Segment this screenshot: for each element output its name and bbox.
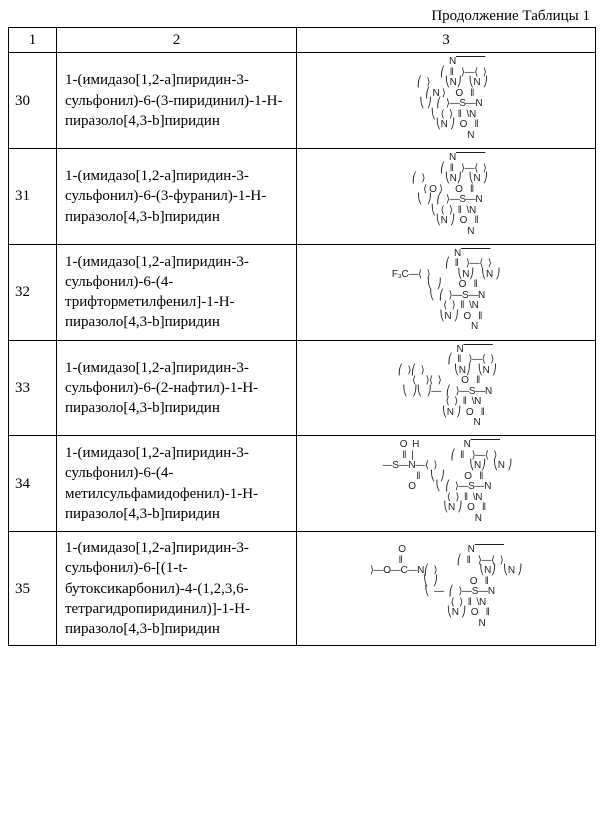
structure-diagram: O N⎺⎺⎺ ‖ ⎛ ‖ ⟩—⟨ ⟩ ⟩—O—C—N⎛ ⟩ ⎝N⎠ ⎝N ⎠ ⎝… — [370, 545, 522, 629]
table-row: 35 1-(имидазо[1,2-а]пиридин-3-сульфонил)… — [9, 532, 596, 646]
header-col-3: 3 — [297, 28, 596, 53]
structure-cell: O N⎺⎺⎺ ‖ ⎛ ‖ ⟩—⟨ ⟩ ⟩—O—C—N⎛ ⟩ ⎝N⎠ ⎝N ⎠ ⎝… — [297, 532, 596, 646]
compound-name: 1-(имидазо[1,2-а]пиридин-3-сульфонил)-6-… — [57, 244, 297, 340]
compound-table: 1 2 3 30 1-(имидазо[1,2-а]пиридин-3-суль… — [8, 27, 596, 646]
compound-name: 1-(имидазо[1,2-а]пиридин-3-сульфонил)-6-… — [57, 532, 297, 646]
row-number: 33 — [9, 340, 57, 436]
row-number: 34 — [9, 436, 57, 532]
compound-name: 1-(имидазо[1,2-а]пиридин-3-сульфонил)-6-… — [57, 53, 297, 149]
header-col-2: 2 — [57, 28, 297, 53]
header-col-1: 1 — [9, 28, 57, 53]
table-row: 34 1-(имидазо[1,2-а]пиридин-3-сульфонил)… — [9, 436, 596, 532]
row-number: 31 — [9, 149, 57, 245]
structure-cell: N⎺⎺⎺ ⎛ ‖ ⟩—⟨ ⟩ ⎛ ⟩ ⎝N⎠ ⎝N ⎠ ⎛ N ⟩ O ‖ ⎝ … — [297, 53, 596, 149]
row-number: 32 — [9, 244, 57, 340]
structure-diagram: N⎺⎺⎺ ⎛ ‖ ⟩—⟨ ⟩ ⎛ ⟩ ⎝N⎠ ⎝N ⎠ ⟨ O ⟩ O ‖ ⎝ … — [404, 153, 487, 237]
compound-name: 1-(имидазо[1,2-а]пиридин-3-сульфонил)-6-… — [57, 436, 297, 532]
table-caption: Продолжение Таблицы 1 — [8, 8, 590, 25]
structure-cell: N⎺⎺⎺ ⎛ ‖ ⟩—⟨ ⟩ ⎛ ⟩⎛ ⟩ ⎝N⎠ ⎝N ⎠ ⟨ ⟩⟨ ⟩ O … — [297, 340, 596, 436]
compound-name: 1-(имидазо[1,2-а]пиридин-3-сульфонил)-6-… — [57, 340, 297, 436]
structure-diagram: O H N⎺⎺⎺ ‖ | ⎛ ‖ ⟩—⟨ ⟩ —S—N—⟨ ⟩ ⎝N⎠ ⎝N ⎠… — [380, 440, 512, 524]
structure-cell: N⎺⎺⎺ ⎛ ‖ ⟩—⟨ ⟩ ⎛ ⟩ ⎝N⎠ ⎝N ⎠ ⟨ O ⟩ O ‖ ⎝ … — [297, 149, 596, 245]
header-row: 1 2 3 — [9, 28, 596, 53]
structure-cell: N⎺⎺⎺ ⎛ ‖ ⟩—⟨ ⟩ F₃C—⟨ ⟩ ⎝N⎠ ⎝N ⎠ ⎝ ⎠ O ‖ … — [297, 244, 596, 340]
table-row: 33 1-(имидазо[1,2-а]пиридин-3-сульфонил)… — [9, 340, 596, 436]
table-row: 32 1-(имидазо[1,2-а]пиридин-3-сульфонил)… — [9, 244, 596, 340]
structure-diagram: N⎺⎺⎺ ⎛ ‖ ⟩—⟨ ⟩ ⎛ ⟩ ⎝N⎠ ⎝N ⎠ ⎛ N ⟩ O ‖ ⎝ … — [404, 57, 487, 141]
structure-diagram: N⎺⎺⎺ ⎛ ‖ ⟩—⟨ ⟩ F₃C—⟨ ⟩ ⎝N⎠ ⎝N ⎠ ⎝ ⎠ O ‖ … — [392, 249, 500, 333]
structure-diagram: N⎺⎺⎺ ⎛ ‖ ⟩—⟨ ⟩ ⎛ ⟩⎛ ⟩ ⎝N⎠ ⎝N ⎠ ⟨ ⟩⟨ ⟩ O … — [395, 345, 496, 429]
row-number: 30 — [9, 53, 57, 149]
table-row: 31 1-(имидазо[1,2-а]пиридин-3-сульфонил)… — [9, 149, 596, 245]
compound-name: 1-(имидазо[1,2-а]пиридин-3-сульфонил)-6-… — [57, 149, 297, 245]
row-number: 35 — [9, 532, 57, 646]
table-row: 30 1-(имидазо[1,2-а]пиридин-3-сульфонил)… — [9, 53, 596, 149]
structure-cell: O H N⎺⎺⎺ ‖ | ⎛ ‖ ⟩—⟨ ⟩ —S—N—⟨ ⟩ ⎝N⎠ ⎝N ⎠… — [297, 436, 596, 532]
